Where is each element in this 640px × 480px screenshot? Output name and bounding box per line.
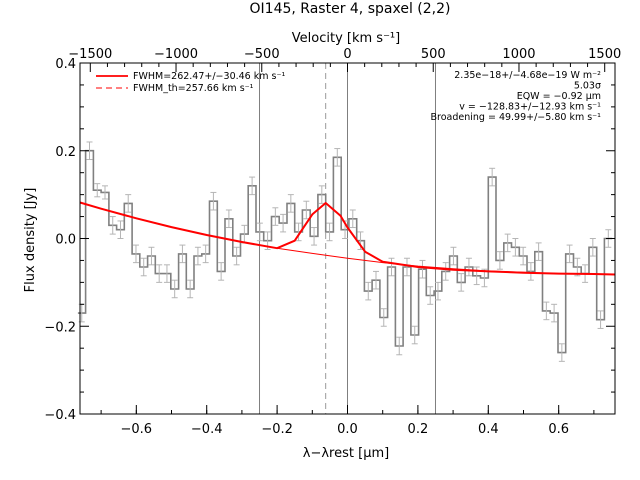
plot-area: −0.6 −0.4 −0.2 0.0 0.2 0.4 0.6 −1500 −1000 −500 0 5… [44, 47, 621, 437]
legend: FWHM=262.47+/−30.46 km s⁻¹ FWHM_th=257.6… [96, 71, 285, 94]
annotation-2: EQW = −0.92 μm [517, 91, 601, 102]
x-tick-label: 0.0 [337, 422, 358, 437]
chart-title: OI145, Raster 4, spaxel (2,2) [250, 1, 451, 17]
y-tick-label: 0.4 [55, 57, 76, 72]
x-tick-label: −0.4 [191, 422, 223, 437]
spectrum-histogram [77, 149, 613, 354]
top-tick-label: 1000 [502, 47, 535, 62]
x-axis-label: λ−λrest [μm] [303, 446, 389, 461]
top-tick-label: 1500 [588, 47, 621, 62]
y-tick-label: −0.4 [44, 408, 76, 423]
x-tick-label: 0.6 [548, 422, 569, 437]
annotation-0: 2.35e−18+/−4.68e−19 W m⁻² [454, 70, 601, 81]
top-tick-label: 500 [421, 47, 446, 62]
y-axis-label: Flux density [Jy] [23, 188, 38, 293]
error-bars [78, 141, 612, 362]
top-tick-label: −1000 [154, 47, 198, 62]
legend-entry-thermal: FWHM_th=257.66 km s⁻¹ [133, 83, 254, 94]
top-tick-label: 0 [343, 47, 351, 62]
x-tick-label: 0.2 [408, 422, 429, 437]
y-tick-label: 0.0 [55, 233, 76, 248]
y-tick-label: −0.2 [44, 320, 76, 335]
x-tick-label: 0.4 [478, 422, 499, 437]
top-tick-label: −500 [244, 47, 280, 62]
annotation-1: 5.03σ [574, 81, 601, 92]
fit-curve [79, 201, 616, 276]
x-tick-label: −0.6 [121, 422, 153, 437]
y-tick-label: 0.2 [55, 145, 76, 160]
legend-entry-fit: FWHM=262.47+/−30.46 km s⁻¹ [133, 71, 285, 82]
annotation-4: Broadening = 49.99+/−5.80 km s⁻¹ [431, 112, 602, 123]
top-tick-label: −1500 [68, 47, 112, 62]
top-axis-label: Velocity [km s⁻¹] [292, 31, 400, 46]
x-tick-label: −0.2 [261, 422, 293, 437]
annotation-3: v = −128.83+/−12.93 km s⁻¹ [459, 102, 601, 113]
